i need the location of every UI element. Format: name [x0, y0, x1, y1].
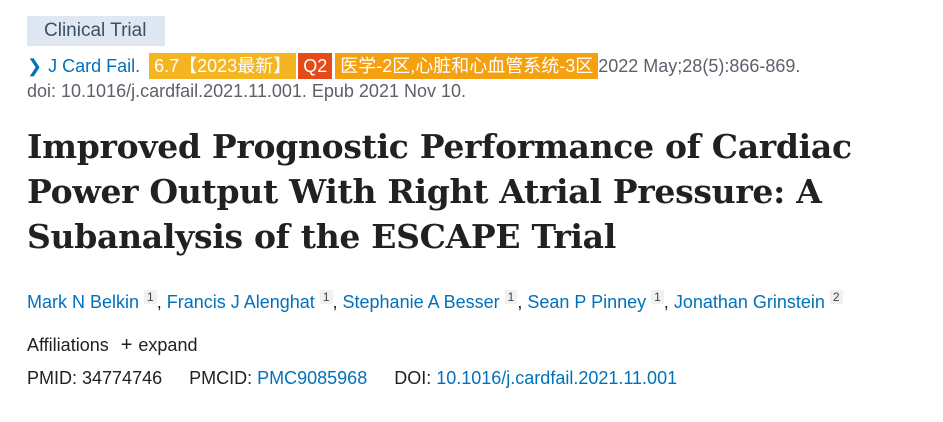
pmid-label: PMID:	[27, 368, 78, 388]
author-list: Mark N Belkin 1, Francis J Alenghat 1, Ste…	[27, 289, 927, 315]
expand-label[interactable]: expand	[138, 335, 198, 355]
citation-date-volume: 2022 May;28(5):866-869.	[598, 56, 801, 76]
author-link[interactable]: Francis J Alenghat	[166, 292, 315, 312]
affiliation-ref[interactable]: 1	[319, 290, 333, 304]
pmid-value: 34774746	[82, 368, 163, 388]
affiliations-label: Affiliations	[27, 335, 109, 355]
impact-factor-badge: 6.7【2023最新】	[149, 53, 297, 79]
chevron-right-icon[interactable]: ❯	[27, 56, 43, 76]
affiliation-ref[interactable]: 2	[829, 290, 843, 304]
publication-type-badge: Clinical Trial	[27, 16, 166, 46]
cas-zone-badge: 医学-2区,心脏和心血管系统-3区	[335, 53, 599, 79]
affiliation-ref[interactable]: 1	[651, 290, 664, 304]
doi-label: DOI:	[394, 368, 432, 388]
journal-link[interactable]: J Card Fail.	[48, 56, 141, 76]
affiliation-ref[interactable]: 1	[144, 290, 157, 304]
affiliations-toggle[interactable]: Affiliations + expand	[27, 333, 927, 357]
author-link[interactable]: Jonathan Grinstein	[673, 292, 825, 312]
author-link[interactable]: Sean P Pinney	[527, 292, 647, 312]
plus-icon[interactable]: +	[120, 334, 133, 356]
author-link[interactable]: Mark N Belkin	[27, 292, 140, 312]
pmcid-label: PMCID:	[189, 368, 253, 388]
affiliation-ref[interactable]: 1	[504, 290, 518, 304]
citation-doi-epub: doi: 10.1016/j.cardfail.2021.11.001. Epu…	[27, 81, 466, 101]
quartile-badge: Q2	[298, 53, 333, 79]
identifiers: PMID: 34774746 PMCID: PMC9085968 DOI: 10.10…	[27, 366, 927, 390]
citation-line: ❯ J Card Fail. 6.7【2023最新】 Q2 医学-2区,心脏和心血管系…	[27, 53, 927, 79]
article-title: Improved Prognostic Performance of Cardi…	[27, 127, 852, 256]
doi-link[interactable]: 10.1016/j.cardfail.2021.11.001	[436, 368, 678, 388]
pmcid-link[interactable]: PMC9085968	[257, 368, 368, 388]
author-link[interactable]: Stephanie A Besser	[342, 292, 500, 312]
article-header: Clinical Trial ❯ J Card Fail. 6.7【2023最新】…	[27, 0, 927, 390]
